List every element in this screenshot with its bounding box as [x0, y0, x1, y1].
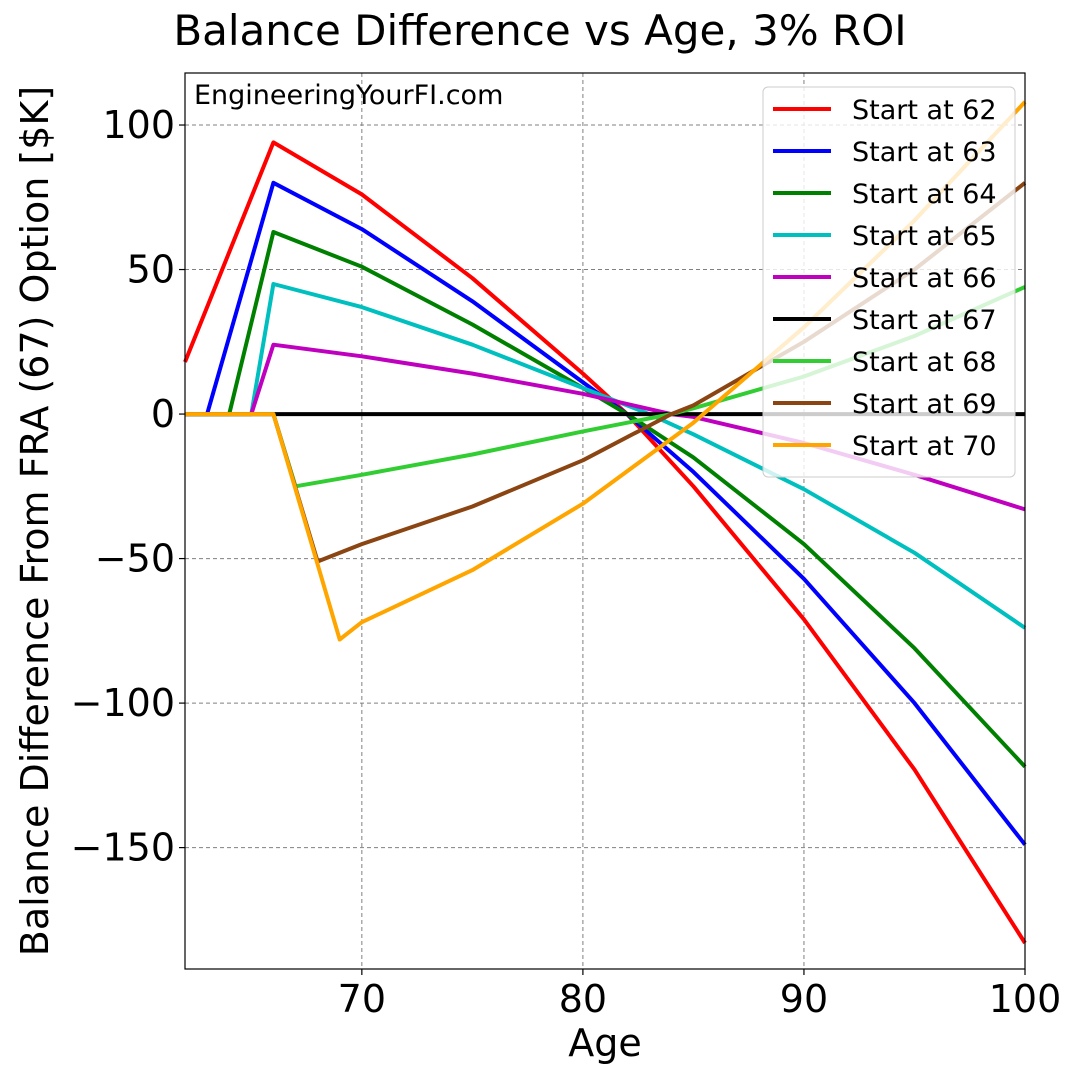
legend-entry: Start at 62	[852, 95, 997, 126]
legend: Start at 62 Start at 63 Start at 64 Start a…	[762, 86, 1016, 478]
x-axis-label: Age	[568, 1021, 642, 1065]
legend-entry: Start at 66	[852, 263, 997, 294]
axis-ticks: 70 80 90 100 100 50 0 −50 −100 −150	[71, 103, 1062, 1021]
y-tick-label: −150	[71, 826, 175, 870]
plot-frame	[184, 72, 1026, 970]
x-tick-label: 100	[989, 977, 1062, 1021]
legend-entry: Start at 70	[852, 431, 997, 462]
series-line	[185, 180, 1027, 846]
x-tick-label: 70	[338, 977, 386, 1021]
chart-title: Balance Difference vs Age, 3% ROI	[173, 6, 906, 55]
y-tick-label: 0	[151, 392, 175, 436]
y-tick-label: 100	[102, 103, 175, 147]
legend-entry: Start at 68	[852, 347, 997, 378]
legend-entry: Start at 65	[852, 221, 997, 252]
legend-box	[762, 86, 1016, 478]
legend-entry: Start at 67	[852, 305, 997, 336]
x-tick-label: 90	[780, 977, 828, 1021]
y-tick-label: −100	[71, 681, 175, 725]
y-tick-label: 50	[127, 248, 175, 292]
legend-entry: Start at 63	[852, 137, 997, 168]
legend-entry: Start at 64	[852, 179, 997, 210]
series-line	[183, 140, 1027, 945]
y-tick-label: −50	[95, 537, 175, 581]
watermark-annotation: EngineeringYourFI.com	[194, 80, 503, 111]
legend-entry: Start at 69	[852, 389, 997, 420]
y-axis-label: Balance Difference From FRA (67) Option …	[13, 86, 57, 956]
x-tick-label: 80	[559, 977, 607, 1021]
